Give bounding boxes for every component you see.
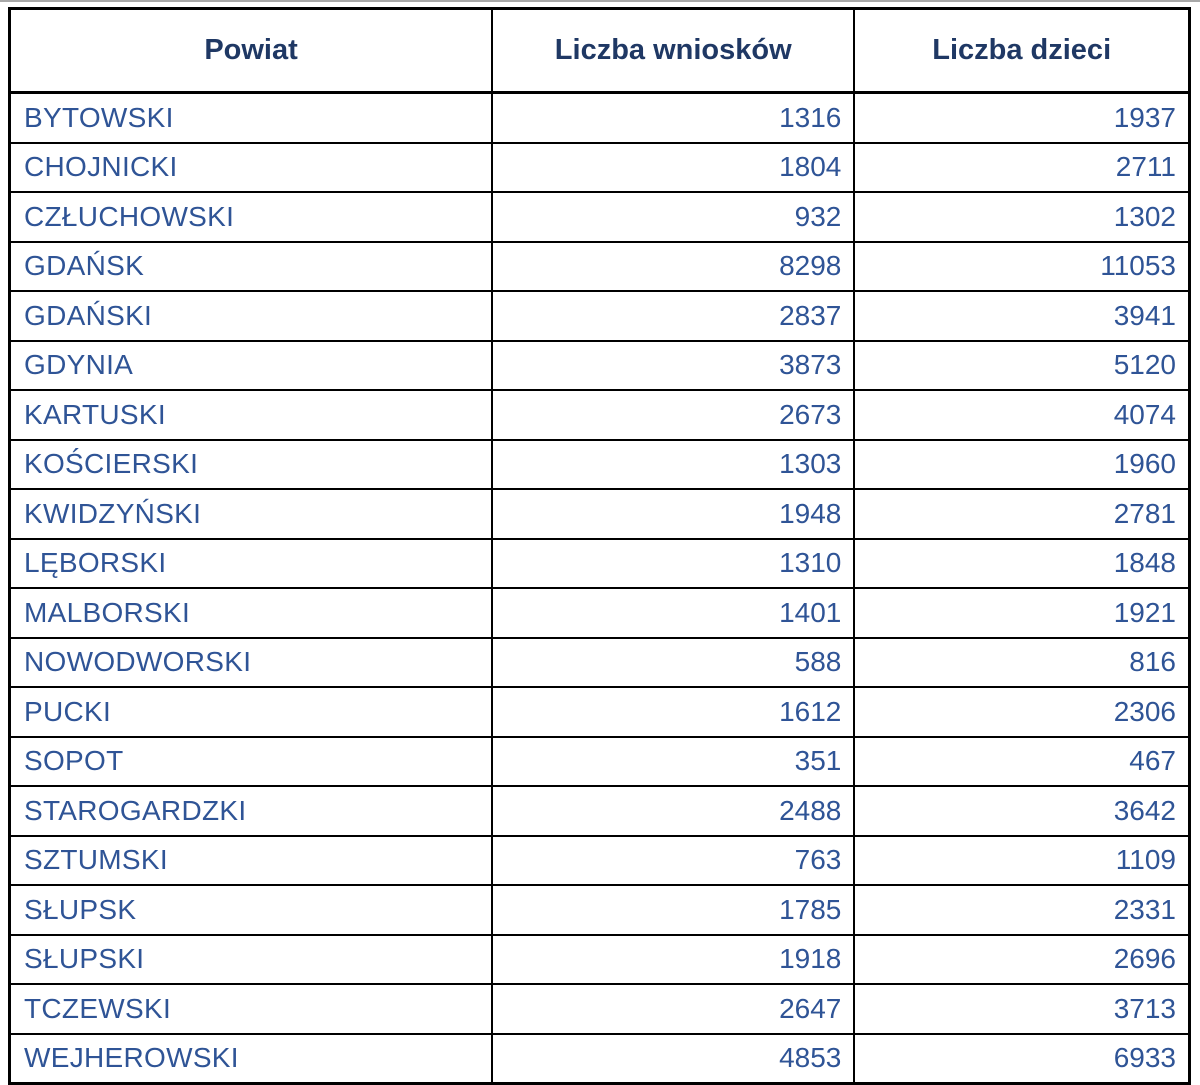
cell-liczba-dzieci: 2306 — [853, 686, 1191, 738]
column-header-liczba-wnioskow: Liczba wniosków — [491, 7, 856, 94]
cell-liczba-dzieci: 816 — [853, 636, 1191, 688]
table-row: SŁUPSK 1785 2331 — [8, 884, 1191, 936]
cell-powiat: NOWODWORSKI — [8, 636, 494, 688]
cell-powiat: SŁUPSKI — [8, 933, 494, 985]
top-edge-rule — [0, 0, 1200, 2]
table-row: GDYNIA 3873 5120 — [8, 339, 1191, 391]
cell-liczba-dzieci: 1848 — [853, 537, 1191, 589]
header-row: Powiat Liczba wniosków Liczba dzieci — [8, 7, 1191, 94]
table-row: CZŁUCHOWSKI 932 1302 — [8, 191, 1191, 243]
table-container: Powiat Liczba wniosków Liczba dzieci BYT… — [8, 7, 1191, 1085]
cell-powiat: WEJHEROWSKI — [8, 1032, 494, 1085]
cell-liczba-wnioskow: 2647 — [491, 983, 856, 1035]
cell-liczba-wnioskow: 1804 — [491, 141, 856, 193]
cell-powiat: GDAŃSK — [8, 240, 494, 292]
cell-liczba-wnioskow: 4853 — [491, 1032, 856, 1085]
cell-powiat: SŁUPSK — [8, 884, 494, 936]
table-row: TCZEWSKI 2647 3713 — [8, 983, 1191, 1035]
cell-liczba-dzieci: 2331 — [853, 884, 1191, 936]
cell-powiat: MALBORSKI — [8, 587, 494, 639]
cell-powiat: SZTUMSKI — [8, 834, 494, 886]
cell-powiat: CZŁUCHOWSKI — [8, 191, 494, 243]
table-row: GDAŃSKI 2837 3941 — [8, 290, 1191, 342]
cell-liczba-wnioskow: 1303 — [491, 438, 856, 490]
cell-liczba-wnioskow: 351 — [491, 735, 856, 787]
cell-liczba-dzieci: 1960 — [853, 438, 1191, 490]
cell-liczba-dzieci: 2781 — [853, 488, 1191, 540]
cell-liczba-wnioskow: 2837 — [491, 290, 856, 342]
cell-liczba-wnioskow: 1785 — [491, 884, 856, 936]
cell-liczba-wnioskow: 2673 — [491, 389, 856, 441]
table-row: LĘBORSKI 1310 1848 — [8, 537, 1191, 589]
cell-liczba-dzieci: 1302 — [853, 191, 1191, 243]
table-row: NOWODWORSKI 588 816 — [8, 636, 1191, 688]
table-row: CHOJNICKI 1804 2711 — [8, 141, 1191, 193]
cell-liczba-dzieci: 3941 — [853, 290, 1191, 342]
cell-liczba-dzieci: 6933 — [853, 1032, 1191, 1085]
cell-liczba-wnioskow: 1918 — [491, 933, 856, 985]
cell-powiat: CHOJNICKI — [8, 141, 494, 193]
table-row: WEJHEROWSKI 4853 6933 — [8, 1032, 1191, 1085]
table-row: KOŚCIERSKI 1303 1960 — [8, 438, 1191, 490]
cell-powiat: BYTOWSKI — [8, 91, 494, 144]
cell-powiat: GDYNIA — [8, 339, 494, 391]
cell-liczba-dzieci: 3642 — [853, 785, 1191, 837]
cell-liczba-wnioskow: 3873 — [491, 339, 856, 391]
cell-powiat: KARTUSKI — [8, 389, 494, 441]
table-row: PUCKI 1612 2306 — [8, 686, 1191, 738]
cell-powiat: TCZEWSKI — [8, 983, 494, 1035]
table-header: Powiat Liczba wniosków Liczba dzieci — [8, 7, 1191, 94]
column-header-liczba-dzieci: Liczba dzieci — [853, 7, 1191, 94]
table-body: BYTOWSKI 1316 1937 CHOJNICKI 1804 2711 C… — [8, 91, 1191, 1085]
table-row: KARTUSKI 2673 4074 — [8, 389, 1191, 441]
cell-powiat: KOŚCIERSKI — [8, 438, 494, 490]
cell-liczba-dzieci: 11053 — [853, 240, 1191, 292]
cell-liczba-dzieci: 2696 — [853, 933, 1191, 985]
cell-liczba-wnioskow: 763 — [491, 834, 856, 886]
table-row: SZTUMSKI 763 1109 — [8, 834, 1191, 886]
cell-liczba-wnioskow: 588 — [491, 636, 856, 688]
cell-liczba-dzieci: 1109 — [853, 834, 1191, 886]
table-row: STAROGARDZKI 2488 3642 — [8, 785, 1191, 837]
cell-liczba-dzieci: 3713 — [853, 983, 1191, 1035]
table-row: BYTOWSKI 1316 1937 — [8, 91, 1191, 144]
cell-liczba-wnioskow: 1948 — [491, 488, 856, 540]
cell-powiat: LĘBORSKI — [8, 537, 494, 589]
table-row: MALBORSKI 1401 1921 — [8, 587, 1191, 639]
cell-liczba-wnioskow: 1612 — [491, 686, 856, 738]
cell-powiat: GDAŃSKI — [8, 290, 494, 342]
cell-liczba-wnioskow: 1401 — [491, 587, 856, 639]
cell-liczba-dzieci: 2711 — [853, 141, 1191, 193]
cell-liczba-dzieci: 467 — [853, 735, 1191, 787]
cell-liczba-dzieci: 5120 — [853, 339, 1191, 391]
cell-liczba-wnioskow: 1316 — [491, 91, 856, 144]
table-row: KWIDZYŃSKI 1948 2781 — [8, 488, 1191, 540]
cell-liczba-dzieci: 1921 — [853, 587, 1191, 639]
data-table: Powiat Liczba wniosków Liczba dzieci BYT… — [8, 7, 1191, 1085]
cell-liczba-dzieci: 4074 — [853, 389, 1191, 441]
column-header-powiat: Powiat — [8, 7, 494, 94]
cell-powiat: STAROGARDZKI — [8, 785, 494, 837]
table-row: SŁUPSKI 1918 2696 — [8, 933, 1191, 985]
cell-powiat: KWIDZYŃSKI — [8, 488, 494, 540]
cell-liczba-wnioskow: 2488 — [491, 785, 856, 837]
cell-liczba-wnioskow: 1310 — [491, 537, 856, 589]
cell-powiat: SOPOT — [8, 735, 494, 787]
cell-liczba-dzieci: 1937 — [853, 91, 1191, 144]
cell-liczba-wnioskow: 932 — [491, 191, 856, 243]
table-row: GDAŃSK 8298 11053 — [8, 240, 1191, 292]
cell-liczba-wnioskow: 8298 — [491, 240, 856, 292]
cell-powiat: PUCKI — [8, 686, 494, 738]
table-row: SOPOT 351 467 — [8, 735, 1191, 787]
